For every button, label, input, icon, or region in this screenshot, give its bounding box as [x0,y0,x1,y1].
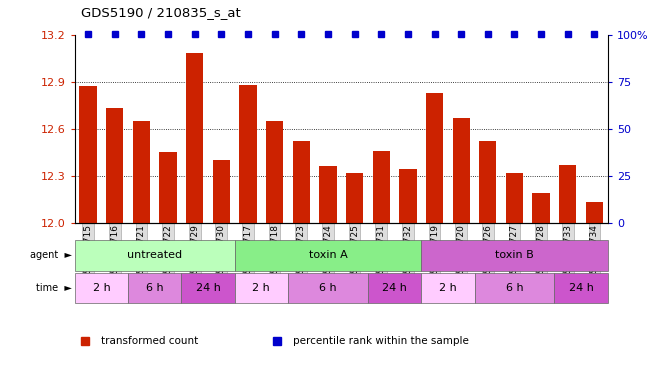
Bar [181,273,235,303]
Text: 6 h: 6 h [146,283,164,293]
Text: 2 h: 2 h [92,283,111,293]
Bar [554,273,608,303]
Bar [319,166,337,223]
Text: 6 h: 6 h [506,283,523,293]
Bar [292,141,310,223]
Text: transformed count: transformed count [101,336,199,346]
Bar [506,172,523,223]
Text: toxin A: toxin A [309,250,347,260]
Bar [399,169,417,223]
Bar [79,86,97,223]
Bar [426,93,443,223]
Text: 2 h: 2 h [439,283,457,293]
Text: toxin B: toxin B [495,250,534,260]
Bar [239,85,257,223]
Bar [288,273,368,303]
Bar [235,273,288,303]
Bar [368,273,421,303]
Bar [452,118,470,223]
Text: 24 h: 24 h [196,283,220,293]
Bar [213,160,230,223]
Text: agent  ►: agent ► [29,250,72,260]
Bar [421,240,608,271]
Text: untreated: untreated [127,250,182,260]
Bar [474,273,554,303]
Bar [75,240,235,271]
Bar [586,202,603,223]
Text: time  ►: time ► [36,283,72,293]
Bar [532,193,550,223]
Bar [159,152,177,223]
Bar [266,121,283,223]
Bar [346,172,363,223]
Bar [75,273,128,303]
Bar [128,273,181,303]
Bar [559,165,577,223]
Bar [235,240,421,271]
Bar [421,273,474,303]
Bar [186,53,203,223]
Bar [106,108,124,223]
Text: GDS5190 / 210835_s_at: GDS5190 / 210835_s_at [81,6,241,19]
Bar [479,141,497,223]
Text: 24 h: 24 h [569,283,593,293]
Text: percentile rank within the sample: percentile rank within the sample [293,336,469,346]
Bar [372,151,390,223]
Bar [133,121,150,223]
Text: 2 h: 2 h [252,283,270,293]
Text: 6 h: 6 h [319,283,337,293]
Text: 24 h: 24 h [382,283,407,293]
